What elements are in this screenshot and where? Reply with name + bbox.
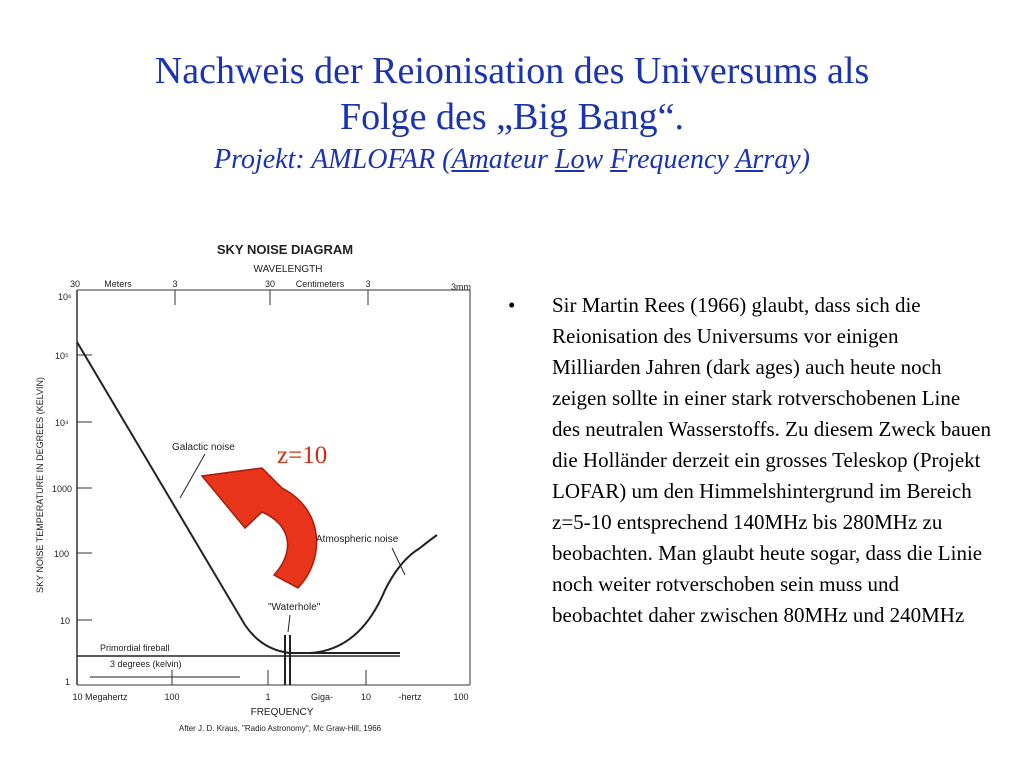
redshift-label: z=10 xyxy=(277,442,327,469)
primordial-fireball-label: Primordial fireball xyxy=(100,643,170,653)
y-tick-1000: 1000 xyxy=(52,484,72,494)
top-tick-3cm: 3 xyxy=(365,279,370,289)
y-axis-label: SKY NOISE TEMPERATURE IN DEGREES (KELVIN… xyxy=(35,377,45,593)
diagram-credit: After J. D. Kraus, "Radio Astronomy", Mc… xyxy=(179,724,382,733)
slide-title: Nachweis der Reionisation des Universums… xyxy=(0,48,1024,180)
y-tick-1e5: 10⁵ xyxy=(55,351,69,361)
y-tick-1: 1 xyxy=(65,677,70,687)
title-line-1: Nachweis der Reionisation des Universums… xyxy=(154,50,870,92)
bullet-marker: • xyxy=(508,293,516,317)
y-tick-1e6: 10⁶ xyxy=(58,292,72,302)
bottom-tick-hertz: -hertz xyxy=(398,692,422,702)
top-tick-centimeters: Centimeters xyxy=(296,279,345,289)
y-tick-100: 100 xyxy=(54,549,69,559)
waterhole-label: "Waterhole" xyxy=(268,602,321,613)
bottom-tick-100ghz: 100 xyxy=(453,692,468,702)
x-axis-label: FREQUENCY xyxy=(251,707,314,718)
bottom-tick-giga: Giga- xyxy=(311,692,333,702)
redshift-arrow-icon xyxy=(200,467,318,589)
atmospheric-noise-label: Atmospheric noise xyxy=(316,534,399,545)
bullet-text: Sir Martin Rees (1966) glaubt, dass sich… xyxy=(552,293,991,627)
atmospheric-noise-curve xyxy=(309,534,438,654)
top-tick-30m: 30 xyxy=(70,279,80,289)
top-tick-3m: 3 xyxy=(172,279,177,289)
title-subtitle: Projekt: AMLOFAR (Amateur Low Frequency … xyxy=(214,144,810,175)
bottom-tick-100mhz: 100 xyxy=(164,692,179,702)
three-degrees-label: 3 degrees (kelvin) xyxy=(110,659,182,669)
y-tick-10: 10 xyxy=(60,616,70,626)
sky-noise-diagram: SKY NOISE DIAGRAM WAVELENGTH 30 Meters 3… xyxy=(0,230,490,740)
bottom-tick-10ghz: 10 xyxy=(361,692,371,702)
bottom-tick-1ghz: 1 xyxy=(265,692,270,702)
top-tick-3mm: 3mm xyxy=(451,282,471,292)
bottom-tick-10mhz: 10 Megahertz xyxy=(72,692,128,702)
title-line-2: Folge des „Big Bang“. xyxy=(339,96,685,138)
top-tick-30cm: 30 xyxy=(265,279,275,289)
wavelength-label: WAVELENGTH xyxy=(254,264,323,275)
diagram-heading: SKY NOISE DIAGRAM xyxy=(217,242,353,257)
y-tick-1e4: 10⁴ xyxy=(55,418,69,428)
galactic-noise-label: Galactic noise xyxy=(172,442,235,453)
top-tick-meters: Meters xyxy=(104,279,132,289)
